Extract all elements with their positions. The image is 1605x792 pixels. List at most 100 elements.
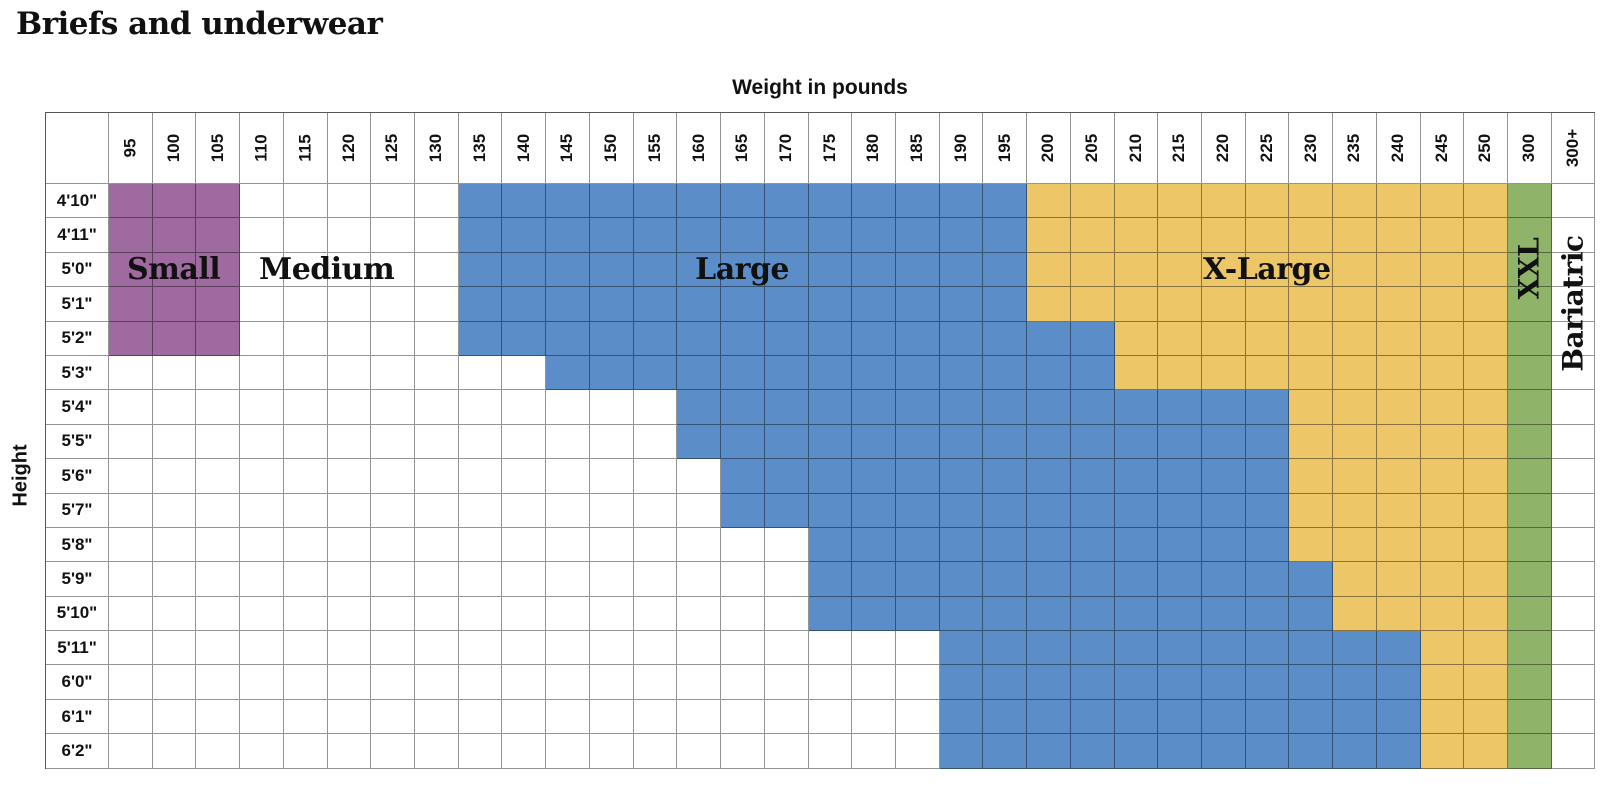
size-cell	[327, 562, 372, 597]
size-cell	[1420, 459, 1465, 494]
size-cell	[1245, 252, 1290, 288]
size-cell	[152, 665, 197, 700]
size-cell	[1289, 631, 1334, 666]
size-cell	[1464, 562, 1508, 597]
size-cell	[677, 699, 722, 735]
height-label-cell: 5'5"	[46, 424, 109, 460]
size-cell	[721, 252, 765, 288]
size-cell	[415, 459, 459, 494]
size-cell	[1158, 527, 1202, 563]
size-cell	[283, 562, 328, 597]
size-cell	[546, 218, 590, 253]
height-label-text: 5'2"	[61, 328, 93, 348]
size-cell	[1245, 184, 1290, 219]
size-cell	[721, 390, 765, 425]
size-cell	[677, 287, 722, 322]
size-cell	[939, 424, 984, 460]
weight-header-text: 105	[207, 133, 227, 163]
size-cell	[721, 699, 765, 735]
size-cell	[677, 596, 722, 632]
size-cell	[1070, 493, 1115, 528]
size-cell	[1027, 631, 1071, 666]
size-cell	[1551, 493, 1596, 528]
size-cell	[240, 596, 284, 632]
size-cell	[371, 562, 416, 597]
size-cell	[415, 631, 459, 666]
size-cell	[283, 355, 328, 391]
size-cell	[721, 562, 765, 597]
weight-header-text: 300+	[1563, 128, 1583, 168]
size-cell	[327, 734, 372, 769]
size-cell	[852, 527, 896, 563]
size-cell	[1464, 699, 1508, 735]
size-cell	[808, 218, 853, 253]
size-cell	[1333, 355, 1377, 391]
size-cell	[196, 734, 241, 769]
size-cell	[1551, 596, 1596, 632]
size-cell	[196, 459, 241, 494]
size-cell	[1376, 355, 1421, 391]
size-cell	[1508, 493, 1552, 528]
size-cell	[1114, 631, 1159, 666]
size-cell	[895, 424, 940, 460]
size-cell	[1333, 321, 1377, 356]
weight-header-cell: 245	[1420, 113, 1465, 184]
size-cell	[808, 459, 853, 494]
weight-header-text: 215	[1169, 133, 1189, 163]
size-cell	[852, 252, 896, 288]
size-cell	[1464, 459, 1508, 494]
size-cell	[1464, 184, 1508, 219]
size-cell	[1245, 665, 1290, 700]
size-cell	[546, 665, 590, 700]
size-cell	[852, 596, 896, 632]
height-label-cell: 5'0"	[46, 252, 109, 288]
size-cell	[633, 424, 678, 460]
height-label-text: 5'8"	[61, 534, 93, 554]
size-cell	[939, 459, 984, 494]
size-cell	[764, 562, 809, 597]
size-cell	[546, 321, 590, 356]
size-cell	[1508, 734, 1552, 769]
size-cell	[1508, 699, 1552, 735]
size-cell	[1420, 355, 1465, 391]
size-cell	[939, 218, 984, 253]
size-cell	[895, 218, 940, 253]
size-cell	[1245, 321, 1290, 356]
size-cell	[371, 493, 416, 528]
size-cell	[983, 184, 1028, 219]
size-cell	[327, 287, 372, 322]
size-cell	[1333, 459, 1377, 494]
height-label-cell: 6'1"	[46, 699, 109, 735]
weight-header-text: 235	[1344, 133, 1364, 163]
size-cell	[240, 734, 284, 769]
size-cell	[240, 631, 284, 666]
size-cell	[546, 699, 590, 735]
size-cell	[1027, 459, 1071, 494]
size-cell	[589, 527, 634, 563]
size-cell	[458, 424, 503, 460]
size-cell	[196, 321, 241, 356]
size-cell	[633, 562, 678, 597]
size-cell	[764, 459, 809, 494]
size-cell	[1245, 459, 1290, 494]
size-cell	[1027, 562, 1071, 597]
size-cell	[1289, 596, 1334, 632]
size-cell	[895, 527, 940, 563]
size-cell	[546, 252, 590, 288]
size-cell	[1158, 596, 1202, 632]
size-cell	[371, 252, 416, 288]
size-cell	[1333, 562, 1377, 597]
weight-header-cell: 115	[283, 113, 328, 184]
size-cell	[1508, 665, 1552, 700]
size-cell	[1158, 287, 1202, 322]
size-cell	[1245, 355, 1290, 391]
size-cell	[1508, 218, 1552, 253]
size-cell	[1245, 493, 1290, 528]
size-cell	[895, 665, 940, 700]
page-title: Briefs and underwear	[16, 6, 383, 42]
size-cell	[1508, 390, 1552, 425]
size-cell	[983, 321, 1028, 356]
size-cell	[1551, 527, 1596, 563]
size-cell	[1333, 252, 1377, 288]
size-cell	[546, 287, 590, 322]
